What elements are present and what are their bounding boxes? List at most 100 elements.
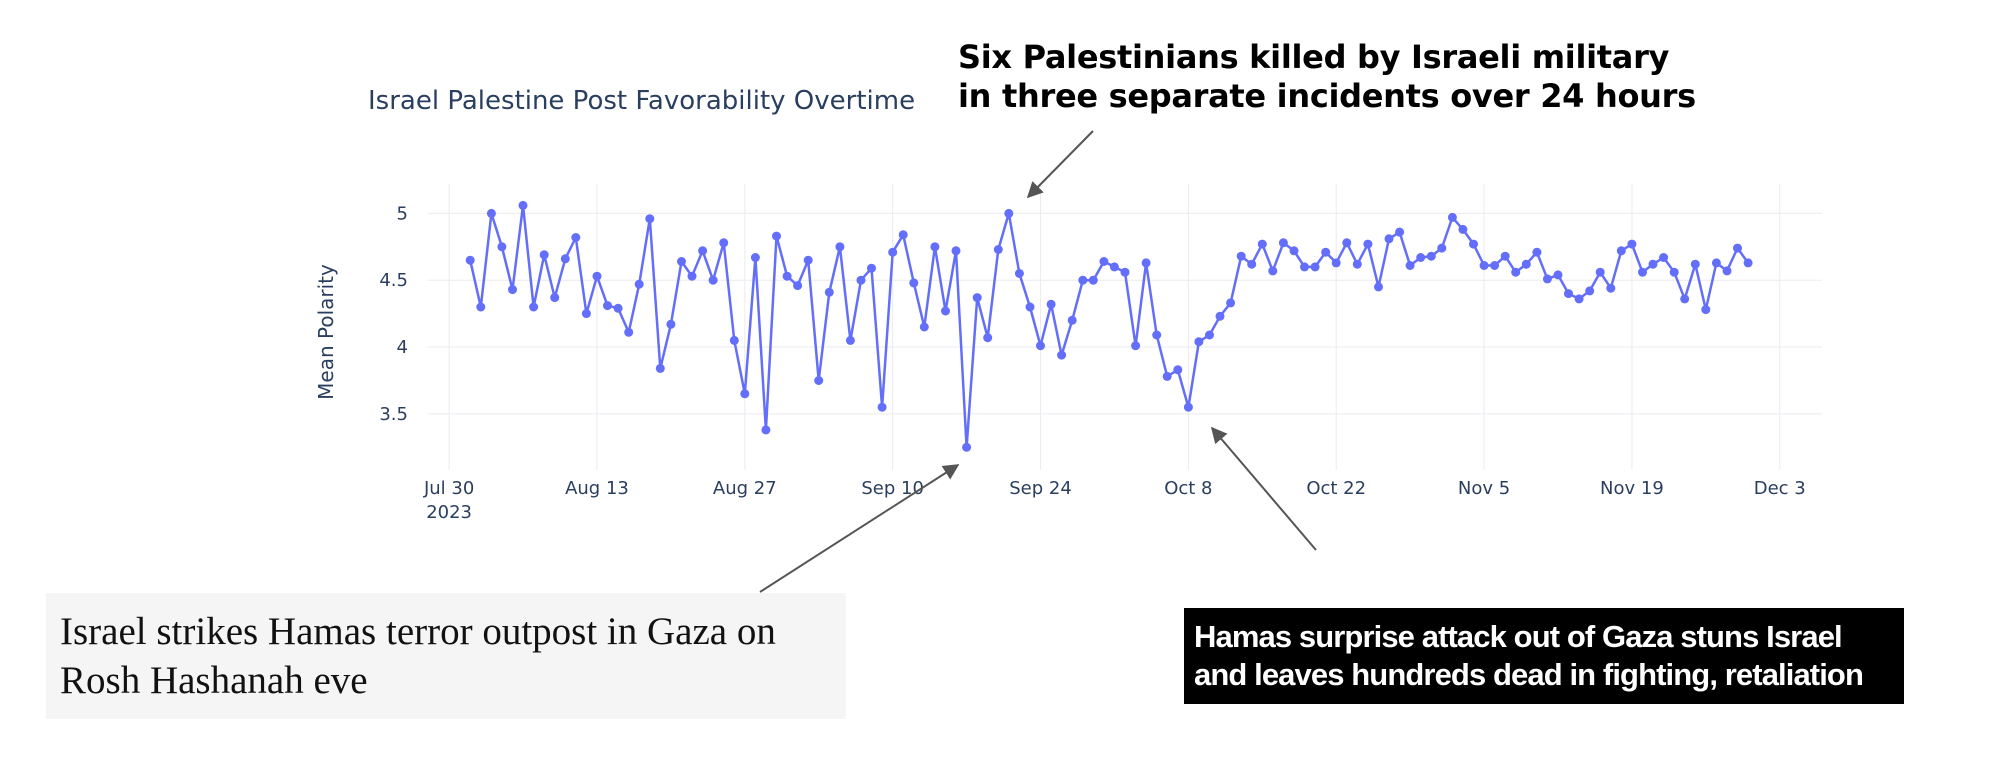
data-point bbox=[1680, 294, 1690, 304]
data-point bbox=[1553, 270, 1563, 280]
data-point bbox=[465, 255, 475, 265]
data-point bbox=[1268, 266, 1278, 276]
data-point bbox=[1606, 283, 1616, 293]
data-point bbox=[1743, 258, 1753, 268]
data-point bbox=[1300, 262, 1309, 272]
data-point bbox=[962, 442, 972, 452]
data-point bbox=[1458, 224, 1468, 234]
data-point bbox=[1374, 282, 1383, 292]
data-point bbox=[1162, 371, 1172, 381]
data-point bbox=[1595, 267, 1605, 277]
data-point bbox=[761, 425, 771, 435]
data-point bbox=[560, 254, 570, 264]
data-point bbox=[898, 230, 908, 240]
data-point bbox=[571, 233, 581, 242]
data-point bbox=[1236, 251, 1246, 261]
x-tick-label: Sep 10 bbox=[861, 478, 924, 499]
data-point bbox=[1490, 261, 1500, 270]
data-point bbox=[486, 208, 496, 218]
data-point bbox=[782, 271, 792, 281]
data-point bbox=[856, 275, 866, 285]
data-point bbox=[877, 402, 887, 412]
x-tick-label: Dec 3 bbox=[1754, 478, 1806, 499]
data-point bbox=[645, 214, 655, 224]
y-tick-label: 5 bbox=[397, 203, 408, 224]
data-point bbox=[581, 309, 591, 319]
data-point bbox=[803, 255, 813, 265]
data-point bbox=[1500, 251, 1510, 261]
data-point bbox=[1532, 247, 1542, 257]
data-point bbox=[719, 238, 729, 248]
data-point bbox=[1152, 330, 1162, 340]
y-tick-label: 4.5 bbox=[379, 270, 408, 291]
x-tick-label: Oct 22 bbox=[1306, 478, 1366, 499]
data-point bbox=[1247, 259, 1257, 269]
data-point bbox=[1627, 239, 1637, 249]
data-point bbox=[1447, 212, 1457, 222]
data-point bbox=[772, 231, 781, 241]
x-tick-label: Nov 5 bbox=[1458, 478, 1510, 499]
data-point bbox=[867, 263, 876, 273]
data-point bbox=[1183, 402, 1193, 412]
chart-title: Israel Palestine Post Favorability Overt… bbox=[368, 86, 916, 116]
data-point bbox=[1067, 315, 1077, 325]
data-point bbox=[1564, 289, 1573, 299]
data-point bbox=[1479, 261, 1489, 270]
data-point bbox=[1521, 259, 1531, 269]
data-point bbox=[845, 335, 855, 345]
data-point bbox=[793, 281, 803, 291]
data-point bbox=[1659, 253, 1669, 262]
data-point bbox=[740, 389, 750, 399]
data-point bbox=[1426, 251, 1436, 261]
y-tick-label: 4 bbox=[397, 337, 408, 358]
data-point bbox=[1194, 337, 1204, 347]
data-point bbox=[529, 302, 539, 312]
data-point bbox=[1278, 238, 1288, 248]
data-point bbox=[1120, 267, 1130, 277]
data-point bbox=[1711, 258, 1721, 268]
data-point bbox=[1669, 267, 1679, 277]
data-point bbox=[497, 242, 507, 252]
data-point bbox=[1205, 330, 1214, 340]
data-point bbox=[1585, 286, 1595, 296]
x-tick-label: Aug 13 bbox=[565, 478, 629, 499]
data-point bbox=[1004, 208, 1014, 218]
data-point bbox=[1025, 302, 1035, 312]
data-point bbox=[1363, 239, 1373, 249]
data-point bbox=[941, 306, 950, 316]
data-point bbox=[1416, 253, 1426, 262]
data-point bbox=[1352, 259, 1362, 269]
data-point bbox=[476, 302, 486, 312]
data-point bbox=[1078, 275, 1088, 285]
data-point bbox=[613, 303, 623, 313]
data-point bbox=[1542, 274, 1552, 284]
data-point bbox=[1131, 341, 1141, 351]
data-point bbox=[919, 322, 929, 332]
data-point bbox=[1141, 258, 1151, 268]
data-point bbox=[1226, 298, 1236, 308]
x-tick-label: Oct 8 bbox=[1164, 478, 1212, 499]
data-point bbox=[1099, 257, 1109, 266]
data-point bbox=[909, 278, 919, 288]
data-point bbox=[1289, 246, 1299, 256]
x-tick-label: Sep 24 bbox=[1009, 478, 1072, 499]
data-point bbox=[1057, 350, 1067, 360]
arrow-right bbox=[1210, 426, 1317, 551]
series-line-group bbox=[465, 200, 1753, 452]
data-point bbox=[1395, 227, 1405, 237]
data-point bbox=[1616, 246, 1626, 256]
x-tick-sublabel: 2023 bbox=[426, 502, 472, 523]
data-point bbox=[729, 335, 739, 345]
data-point bbox=[1437, 243, 1447, 253]
data-point bbox=[603, 301, 612, 311]
data-point bbox=[1690, 259, 1700, 269]
data-point bbox=[550, 293, 560, 303]
data-point bbox=[655, 363, 665, 373]
arrow-top bbox=[1026, 130, 1094, 199]
y-axis-label: Mean Polarity bbox=[314, 264, 338, 400]
data-point bbox=[1215, 311, 1225, 321]
data-point bbox=[592, 271, 602, 281]
data-point bbox=[972, 293, 982, 303]
data-point bbox=[666, 319, 676, 329]
